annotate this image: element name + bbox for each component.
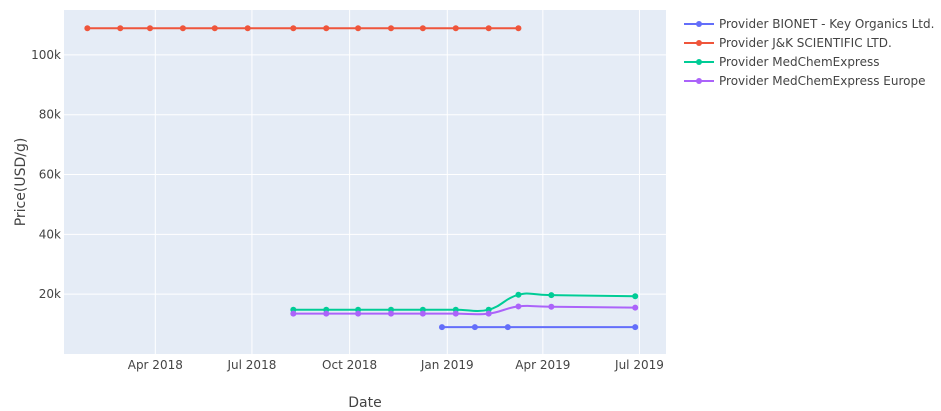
legend-swatch-marker <box>696 59 702 65</box>
x-tick-label: Jul 2019 <box>614 358 664 372</box>
legend-label: Provider MedChemExpress <box>719 55 880 69</box>
legend-swatch-marker <box>696 40 702 46</box>
data-point[interactable] <box>632 304 639 311</box>
data-point[interactable] <box>632 293 639 300</box>
series-points <box>84 25 639 331</box>
data-point[interactable] <box>471 324 478 331</box>
data-point[interactable] <box>355 25 362 32</box>
data-point[interactable] <box>485 25 492 32</box>
y-axis-title: Price(USD/g) <box>13 138 29 227</box>
x-tick-label: Oct 2018 <box>322 358 377 372</box>
data-point[interactable] <box>438 324 445 331</box>
data-point[interactable] <box>515 291 522 298</box>
x-axis-title: Date <box>348 395 381 411</box>
legend-swatch-marker <box>696 21 702 27</box>
data-point[interactable] <box>515 303 522 310</box>
data-point[interactable] <box>419 25 426 32</box>
data-point[interactable] <box>515 25 522 32</box>
data-point[interactable] <box>504 324 511 331</box>
x-tick-label: Apr 2019 <box>515 358 570 372</box>
legend[interactable]: Provider BIONET - Key Organics Ltd. Provi… <box>684 17 934 88</box>
data-point[interactable] <box>211 25 218 32</box>
x-tick-labels: Apr 2018 Jul 2018 Oct 2018 Jan 2019 Apr 2019… <box>128 358 664 372</box>
data-point[interactable] <box>419 310 426 317</box>
plot-background <box>64 10 666 354</box>
data-point[interactable] <box>452 25 459 32</box>
grid-lines <box>64 10 666 354</box>
legend-item[interactable]: Provider BIONET - Key Organics Ltd. <box>684 17 934 31</box>
data-point[interactable] <box>84 25 91 32</box>
data-point[interactable] <box>117 25 124 32</box>
data-point[interactable] <box>323 310 330 317</box>
legend-label: Provider J&K SCIENTIFIC LTD. <box>719 36 892 50</box>
data-point[interactable] <box>290 310 297 317</box>
y-tick-label: 60k <box>39 168 61 182</box>
legend-swatch-marker <box>696 78 702 84</box>
x-tick-label: Jan 2019 <box>420 358 474 372</box>
legend-item[interactable]: Provider J&K SCIENTIFIC LTD. <box>684 36 892 50</box>
legend-item[interactable]: Provider MedChemExpress <box>684 55 880 69</box>
y-tick-label: 80k <box>39 108 61 122</box>
y-tick-labels: 20k 40k 60k 80k 100k <box>31 48 61 301</box>
legend-item[interactable]: Provider MedChemExpress Europe <box>684 74 926 88</box>
x-tick-label: Apr 2018 <box>128 358 183 372</box>
y-tick-label: 100k <box>31 48 61 62</box>
data-point[interactable] <box>388 310 395 317</box>
data-point[interactable] <box>179 25 186 32</box>
data-point[interactable] <box>323 25 330 32</box>
series-line <box>293 304 636 316</box>
data-point[interactable] <box>147 25 153 32</box>
y-tick-label: 20k <box>39 287 61 301</box>
data-point[interactable] <box>388 25 395 32</box>
data-point[interactable] <box>452 310 459 317</box>
legend-label: Provider MedChemExpress Europe <box>719 74 926 88</box>
legend-label: Provider BIONET - Key Organics Ltd. <box>719 17 934 31</box>
x-tick-label: Jul 2018 <box>227 358 277 372</box>
data-point[interactable] <box>485 310 492 317</box>
data-point[interactable] <box>632 324 639 331</box>
data-point[interactable] <box>355 310 362 317</box>
data-point[interactable] <box>244 25 251 32</box>
data-point[interactable] <box>548 292 555 299</box>
data-point[interactable] <box>290 25 297 32</box>
data-point[interactable] <box>548 303 555 310</box>
y-tick-label: 40k <box>39 227 61 241</box>
series-line <box>293 292 636 313</box>
